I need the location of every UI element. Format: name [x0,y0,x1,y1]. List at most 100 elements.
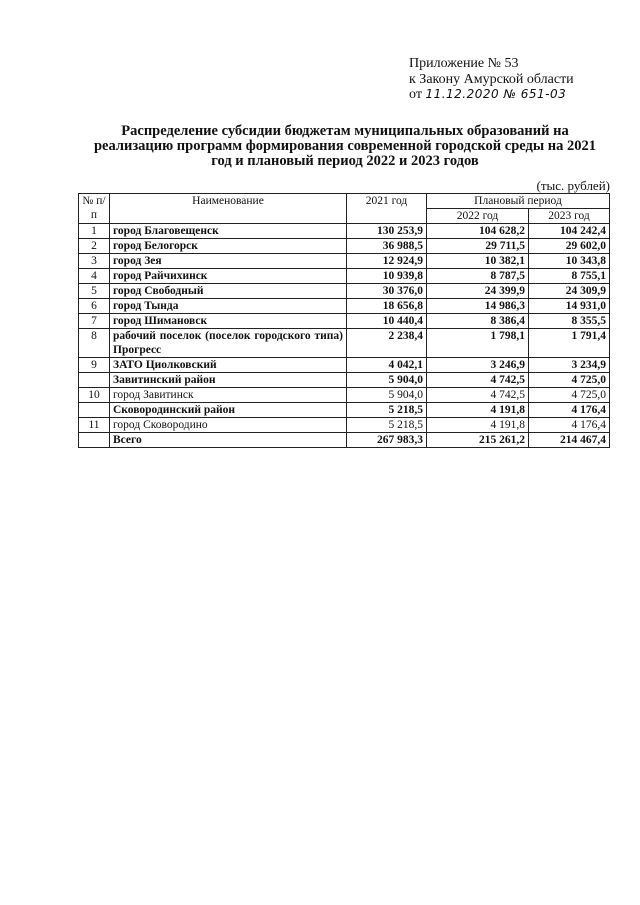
value-2021: 4 042,1 [346,357,427,373]
value-2022: 8 787,5 [426,268,529,284]
row-name: город Зея [109,253,347,269]
value-2021: 267 983,3 [346,432,427,448]
row-num [78,402,110,418]
row-num: 5 [78,283,110,299]
table-row: Сковородинский район 5 218,5 4 191,8 4 176,… [78,402,610,418]
header-num: № п/п [78,193,110,224]
value-2022: 1 798,1 [426,328,529,358]
value-2022: 4 191,8 [426,402,529,418]
value-2022: 4 191,8 [426,417,529,433]
row-num: 7 [78,313,110,329]
value-2022: 4 742,5 [426,372,529,388]
value-2023: 4 725,0 [528,387,610,403]
row-name: Завитинский район [109,372,347,388]
row-num: 1 [78,223,110,239]
value-2022: 215 261,2 [426,432,529,448]
table-row: Завитинский район 5 904,0 4 742,5 4 725,0 [78,372,610,388]
value-2023: 8 755,1 [528,268,610,284]
table-header-row: № п/п Наименование 2021 год Плановый пер… [78,193,610,224]
value-2021: 10 939,8 [346,268,427,284]
value-2023: 29 602,0 [528,238,610,254]
unit-label: (тыс. рублей) [536,178,610,193]
row-num: 4 [78,268,110,284]
header-2023: 2023 год [528,208,610,224]
value-2023: 1 791,4 [528,328,610,358]
row-num [78,432,110,448]
value-2023: 104 242,4 [528,223,610,239]
value-2022: 24 399,9 [426,283,529,299]
table-row: 8 рабочий поселок (поселок городского тип… [78,328,610,358]
value-2023: 24 309,9 [528,283,610,299]
table-row: 5 город Свободный 30 376,0 24 399,9 24 309,9 [78,283,610,299]
row-name: город Райчихинск [109,268,347,284]
table-row: 2 город Белогорск 36 988,5 29 711,5 29 602,0 [78,238,610,254]
value-2021: 130 253,9 [346,223,427,239]
row-name: ЗАТО Циолковский [109,357,347,373]
row-name: город Свободный [109,283,347,299]
value-2021: 30 376,0 [346,283,427,299]
row-name: Сковородинский район [109,402,347,418]
value-2021: 18 656,8 [346,298,427,314]
value-2023: 4 176,4 [528,417,610,433]
row-num [78,372,110,388]
table-row: 11 город Сковородино 5 218,5 4 191,8 4 176,4 [78,417,610,433]
value-2022: 104 628,2 [426,223,529,239]
row-name: Всего [109,432,347,448]
row-name: город Шимановск [109,313,347,329]
appendix-law: к Закону Амурской области [409,71,574,87]
value-2021: 2 238,4 [346,328,427,358]
value-2021: 36 988,5 [346,238,427,254]
row-name: город Сковородино [109,417,347,433]
header-planned: Плановый период [426,193,610,209]
value-2022: 29 711,5 [426,238,529,254]
value-2022: 3 246,9 [426,357,529,373]
row-name: город Завитинск [109,387,347,403]
row-name: город Тында [109,298,347,314]
table-row: 6 город Тында 18 656,8 14 986,3 14 931,0 [78,298,610,314]
header-name: Наименование [109,193,347,224]
table-row: 3 город Зея 12 924,9 10 382,1 10 343,8 [78,253,610,269]
value-2023: 10 343,8 [528,253,610,269]
table-row: 1 город Благовещенск 130 253,9 104 628,2 104… [78,223,610,239]
appendix-header: Приложение № 53 к Закону Амурской област… [409,56,574,103]
table-row: 10 город Завитинск 5 904,0 4 742,5 4 725,0 [78,387,610,403]
value-2021: 5 218,5 [346,402,427,418]
handwritten-date: 11.12.2020 № 651-03 [425,87,567,101]
value-2022: 8 386,4 [426,313,529,329]
value-2023: 3 234,9 [528,357,610,373]
value-2022: 4 742,5 [426,387,529,403]
value-2023: 4 725,0 [528,372,610,388]
value-2021: 5 904,0 [346,387,427,403]
table-row: 9 ЗАТО Циолковский 4 042,1 3 246,9 3 234,9 [78,357,610,373]
subsidy-table: № п/п Наименование 2021 год Плановый пер… [78,193,610,448]
table-row: Всего 267 983,3 215 261,2 214 467,4 [78,432,610,448]
header-2021: 2021 год [346,193,427,224]
value-2023: 14 931,0 [528,298,610,314]
row-name: город Белогорск [109,238,347,254]
value-2021: 10 440,4 [346,313,427,329]
row-num: 10 [78,387,110,403]
appendix-number: Приложение № 53 [409,56,519,71]
header-2022: 2022 год [426,208,529,224]
value-2021: 5 904,0 [346,372,427,388]
value-2023: 214 467,4 [528,432,610,448]
value-2023: 4 176,4 [528,402,610,418]
table-row: 7 город Шимановск 10 440,4 8 386,4 8 355,5 [78,313,610,329]
document-title: Распределение субсидии бюджетам муниципа… [93,123,597,169]
value-2021: 12 924,9 [346,253,427,269]
row-name: город Благовещенск [109,223,347,239]
row-num: 9 [78,357,110,373]
value-2023: 8 355,5 [528,313,610,329]
table-row: 4 город Райчихинск 10 939,8 8 787,5 8 755,1 [78,268,610,284]
row-num: 11 [78,417,110,433]
row-name: рабочий поселок (поселок городского типа… [109,328,347,358]
row-num: 2 [78,238,110,254]
row-num: 3 [78,253,110,269]
row-num: 6 [78,298,110,314]
value-2022: 14 986,3 [426,298,529,314]
appendix-date: от 11.12.2020 № 651-03 [409,87,567,102]
value-2022: 10 382,1 [426,253,529,269]
value-2021: 5 218,5 [346,417,427,433]
row-num: 8 [78,328,110,358]
